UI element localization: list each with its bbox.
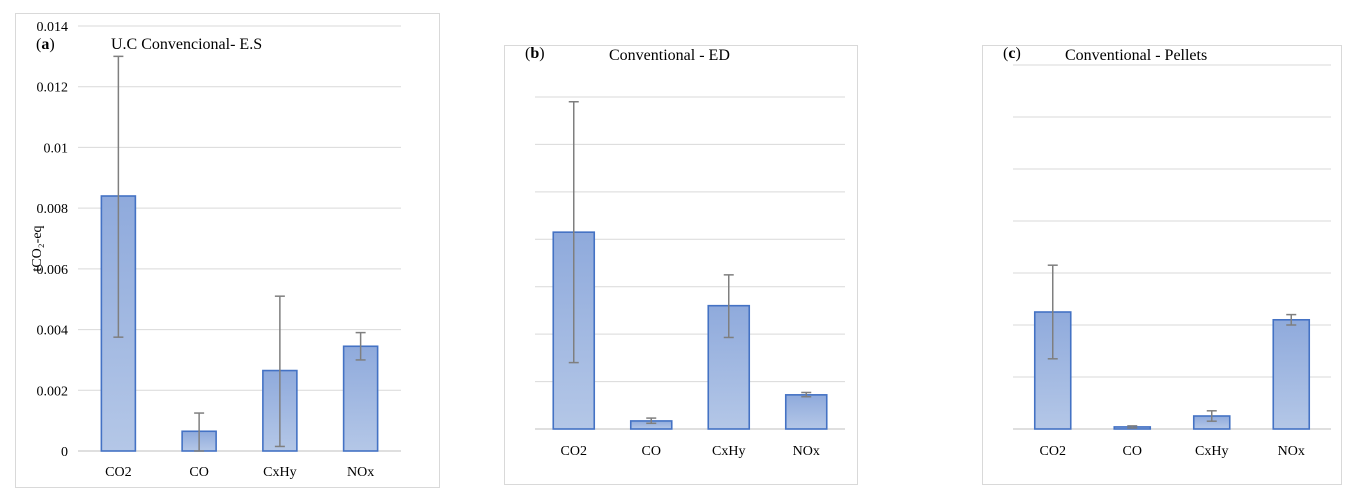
- x-tick-label: CxHy: [1195, 444, 1228, 459]
- y-tick-label: 0.006: [37, 263, 69, 278]
- y-tick-label: 0.01: [44, 141, 69, 156]
- y-tick-label: 0.008: [37, 202, 69, 217]
- bar-nox: [342, 345, 379, 452]
- panel-tag: (b): [525, 45, 545, 62]
- panel-tag: (c): [1003, 45, 1021, 62]
- chart-panel-a: 0 0.002 0.004 0.006 0.008 0.01 0.012 0.014 CO2 CO…: [15, 13, 440, 488]
- chart-panel-c: CO2 CO CxHy NOx (c) Conventional - Pellets: [982, 45, 1342, 485]
- chart-title: Conventional - ED: [609, 47, 730, 64]
- chart-svg-b: CO2 CO CxHy NOx (b) Conventional - ED: [525, 45, 845, 459]
- chart-svg-a: 0 0.002 0.004 0.006 0.008 0.01 0.012 0.014 CO2 CO…: [30, 20, 401, 480]
- y-tick-label: 0.014: [37, 20, 69, 35]
- x-tick-label: NOx: [347, 465, 374, 480]
- x-tick-label: CO2: [561, 444, 587, 459]
- chart-title: U.C Convencional- E.S: [111, 36, 262, 53]
- chart-panel-b: CO2 CO CxHy NOx (b) Conventional - ED: [504, 45, 858, 485]
- y-tick-label: 0: [61, 445, 68, 460]
- x-tick-label: CxHy: [263, 465, 296, 480]
- x-tick-label: NOx: [1278, 444, 1305, 459]
- x-tick-label: CO2: [1040, 444, 1066, 459]
- x-tick-label: CO: [642, 444, 661, 459]
- x-tick-label: CO: [1123, 444, 1142, 459]
- x-tick-label: NOx: [793, 444, 820, 459]
- y-tick-label: 0.004: [37, 324, 69, 339]
- bar-nox: [1272, 318, 1311, 430]
- y-tick-label: 0.002: [37, 384, 69, 399]
- chart-svg-c: CO2 CO CxHy NOx (c) Conventional - Pellets: [1003, 45, 1331, 459]
- x-tick-label: CO: [189, 465, 208, 480]
- x-tick-label: CxHy: [712, 444, 745, 459]
- y-axis-label: tCO₂-eq: [30, 225, 45, 271]
- x-tick-label: CO2: [105, 465, 131, 480]
- bar-nox: [784, 394, 828, 430]
- panel-tag: (a): [36, 36, 55, 53]
- chart-title: Conventional - Pellets: [1065, 47, 1207, 64]
- y-tick-label: 0.012: [37, 81, 69, 96]
